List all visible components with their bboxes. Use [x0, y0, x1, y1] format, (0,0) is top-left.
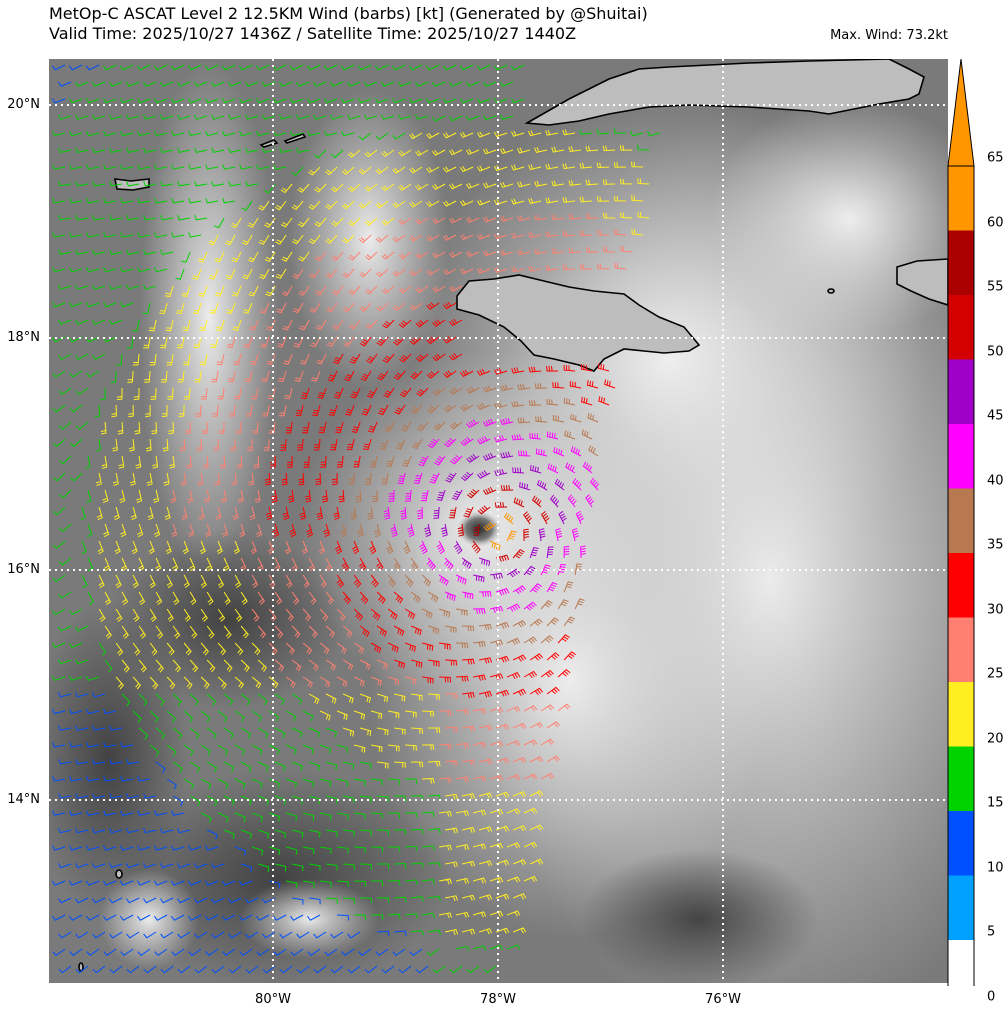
colorbar-label: 65 [987, 150, 1004, 166]
colorbar-label: 60 [987, 215, 1004, 230]
colorbar-label: 15 [987, 795, 1004, 811]
colorbar-label: 45 [987, 408, 1004, 424]
colorbar-band [948, 553, 974, 618]
colorbar-label: 25 [987, 666, 1004, 682]
max-wind-label: Max. Wind: 73.2kt [830, 28, 948, 43]
lon-label-78w: 78°W [480, 992, 516, 1007]
serrana-bank [115, 869, 123, 879]
lat-label-16n: 16°N [7, 562, 40, 577]
wind-barb-group [424, 451, 567, 583]
wind-barb-group [51, 64, 661, 974]
wind-barb-group [95, 129, 650, 936]
little-cayman [283, 133, 307, 144]
wind-barb-group [473, 523, 480, 536]
colorbar-label: 10 [987, 860, 1004, 875]
cayman-brac [259, 139, 279, 148]
colorbar-band [948, 746, 974, 811]
title-line-1: MetOp-C ASCAT Level 2 12.5KM Wind (barbs… [49, 4, 648, 23]
colorbar-band [948, 940, 974, 986]
colorbar-frame [947, 165, 975, 986]
colorbar-band [948, 424, 974, 489]
colorbar-extension-top [947, 58, 975, 167]
colorbar-band [948, 617, 974, 682]
wind-barbs [51, 64, 661, 974]
lon-label-76w: 76°W [705, 992, 741, 1007]
navassa-island [827, 288, 835, 294]
wind-barb-group [383, 417, 600, 614]
colorbar-label: 50 [987, 344, 1004, 359]
grand-cayman [113, 178, 150, 191]
lat-label-14n: 14°N [7, 792, 40, 807]
colorbar-label: 40 [987, 473, 1004, 488]
title-line-2: Valid Time: 2025/10/27 1436Z / Satellite… [49, 24, 577, 43]
wind-barb-group [170, 213, 633, 783]
wind-barb-group [448, 485, 550, 562]
colorbar-label: 0 [987, 989, 996, 1004]
colorbar-label: 5 [987, 924, 996, 940]
colorbar-band [948, 682, 974, 747]
wind-barb-group [264, 301, 616, 699]
colorbar [947, 58, 975, 986]
colorbar-band [948, 811, 974, 876]
cuba-coast [524, 59, 925, 126]
wind-barb-group [483, 512, 517, 551]
colorbar-label: 20 [987, 731, 1004, 746]
lat-label-18n: 18°N [7, 330, 40, 345]
colorbar-label: 55 [987, 279, 1004, 295]
lon-label-80w: 80°W [255, 992, 291, 1007]
wind-barb-group [340, 383, 599, 649]
colorbar-label: 30 [987, 602, 1004, 617]
colorbar-band [948, 166, 974, 231]
colorbar-label: 35 [987, 537, 1004, 553]
graticule [49, 59, 948, 983]
coastlines [78, 59, 948, 972]
colorbar-band [948, 488, 974, 553]
colorbar-band [948, 230, 974, 295]
colorbar-band [948, 875, 974, 940]
colorbar-band [948, 359, 974, 424]
map-canvas [49, 59, 948, 983]
cloud-layer [49, 59, 948, 983]
hispaniola-coast [896, 258, 948, 306]
wind-barb-map[interactable] [49, 59, 948, 983]
wind-barb-group [51, 64, 429, 974]
colorbar-band [948, 295, 974, 360]
jamaica-coast [456, 274, 701, 372]
lat-label-20n: 20°N [7, 97, 40, 112]
